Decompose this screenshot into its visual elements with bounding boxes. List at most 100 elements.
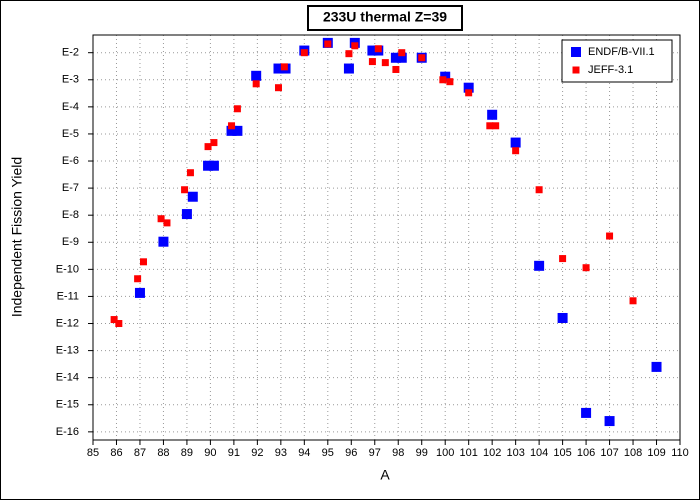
point	[186, 169, 194, 177]
plot-area	[93, 35, 680, 440]
legend-label: JEFF-3.1	[588, 64, 633, 76]
point	[604, 416, 615, 427]
legend-label: ENDF/B-VII.1	[588, 46, 655, 58]
y-tick-label: E-15	[56, 399, 79, 411]
point	[463, 82, 474, 93]
point	[300, 49, 308, 57]
point	[651, 361, 662, 372]
point	[559, 255, 567, 263]
point	[367, 45, 378, 56]
y-tick-label: E-11	[57, 290, 79, 302]
point	[181, 209, 192, 220]
y-tick-label: E-14	[56, 372, 79, 384]
x-tick-label: 90	[204, 447, 216, 459]
point	[486, 122, 494, 130]
y-tick-label: E-13	[56, 345, 79, 357]
point	[139, 258, 147, 266]
point	[115, 320, 123, 328]
point	[187, 191, 198, 202]
point	[492, 122, 500, 130]
y-tick-label: E-4	[62, 101, 79, 113]
point	[418, 54, 426, 62]
point	[134, 287, 145, 298]
y-tick-label: E-6	[62, 155, 79, 167]
x-tick-label: 93	[275, 447, 287, 459]
point	[204, 143, 212, 151]
y-tick-label: E-10	[56, 263, 79, 275]
point	[158, 236, 169, 247]
y-tick-label: E-3	[62, 74, 79, 86]
x-tick-label: 88	[157, 447, 169, 459]
point	[157, 215, 165, 223]
point	[487, 109, 498, 120]
x-tick-label: 108	[624, 447, 642, 459]
plot-frame	[92, 34, 681, 441]
x-tick-label: 87	[134, 447, 146, 459]
chart-title: 233U thermal Z=39	[323, 9, 447, 25]
point	[251, 70, 262, 81]
point	[345, 50, 353, 58]
x-tick-label: 99	[416, 447, 428, 459]
point	[110, 316, 118, 324]
x-tick-label: 102	[483, 447, 501, 459]
x-tick-label: 106	[577, 447, 595, 459]
x-tick-label: 101	[460, 447, 478, 459]
point	[606, 232, 614, 240]
point	[374, 45, 382, 53]
x-tick-label: 96	[345, 447, 357, 459]
title-box	[307, 5, 463, 31]
point	[226, 125, 237, 136]
x-tick-label: 89	[181, 447, 193, 459]
point	[512, 147, 520, 155]
point	[396, 52, 407, 63]
point	[510, 137, 521, 148]
x-tick-label: 109	[647, 447, 665, 459]
x-tick-label: 103	[506, 447, 524, 459]
x-tick-label: 85	[87, 447, 99, 459]
y-tick-label: E-12	[56, 317, 79, 329]
x-tick-label: 98	[392, 447, 404, 459]
point	[274, 84, 282, 92]
point	[163, 219, 171, 227]
y-tick-label: E-16	[56, 426, 79, 438]
point	[208, 160, 219, 171]
x-tick-label: 92	[251, 447, 263, 459]
point	[210, 139, 218, 147]
point	[582, 264, 590, 272]
y-tick-label: E-2	[62, 47, 79, 59]
point	[252, 80, 260, 88]
x-tick-label: 97	[369, 447, 381, 459]
y-tick-label: E-7	[62, 182, 79, 194]
point	[280, 63, 288, 71]
point	[343, 63, 354, 74]
point	[629, 297, 637, 305]
point	[134, 275, 142, 283]
point	[557, 312, 568, 323]
point	[233, 105, 241, 113]
point	[535, 186, 543, 194]
point	[439, 76, 447, 84]
point	[273, 63, 284, 74]
x-tick-label: 95	[322, 447, 334, 459]
x-tick-label: 110	[671, 447, 689, 459]
legend-swatch	[572, 66, 580, 74]
point	[232, 125, 243, 136]
y-tick-label: E-9	[62, 236, 79, 248]
y-tick-label: E-5	[62, 128, 79, 140]
x-axis-label: A	[380, 467, 390, 483]
point	[392, 65, 400, 73]
point	[398, 49, 406, 57]
x-tick-label: 91	[228, 447, 240, 459]
point	[228, 122, 236, 130]
point	[534, 260, 545, 271]
point	[581, 407, 592, 418]
point	[203, 160, 214, 171]
x-tick-label: 94	[298, 447, 310, 459]
y-tick-label: E-8	[62, 209, 79, 221]
point	[324, 40, 332, 48]
x-tick-label: 107	[600, 447, 618, 459]
x-tick-label: 105	[553, 447, 571, 459]
point	[390, 52, 401, 63]
y-axis-label: Independent Fission Yield	[9, 157, 25, 317]
